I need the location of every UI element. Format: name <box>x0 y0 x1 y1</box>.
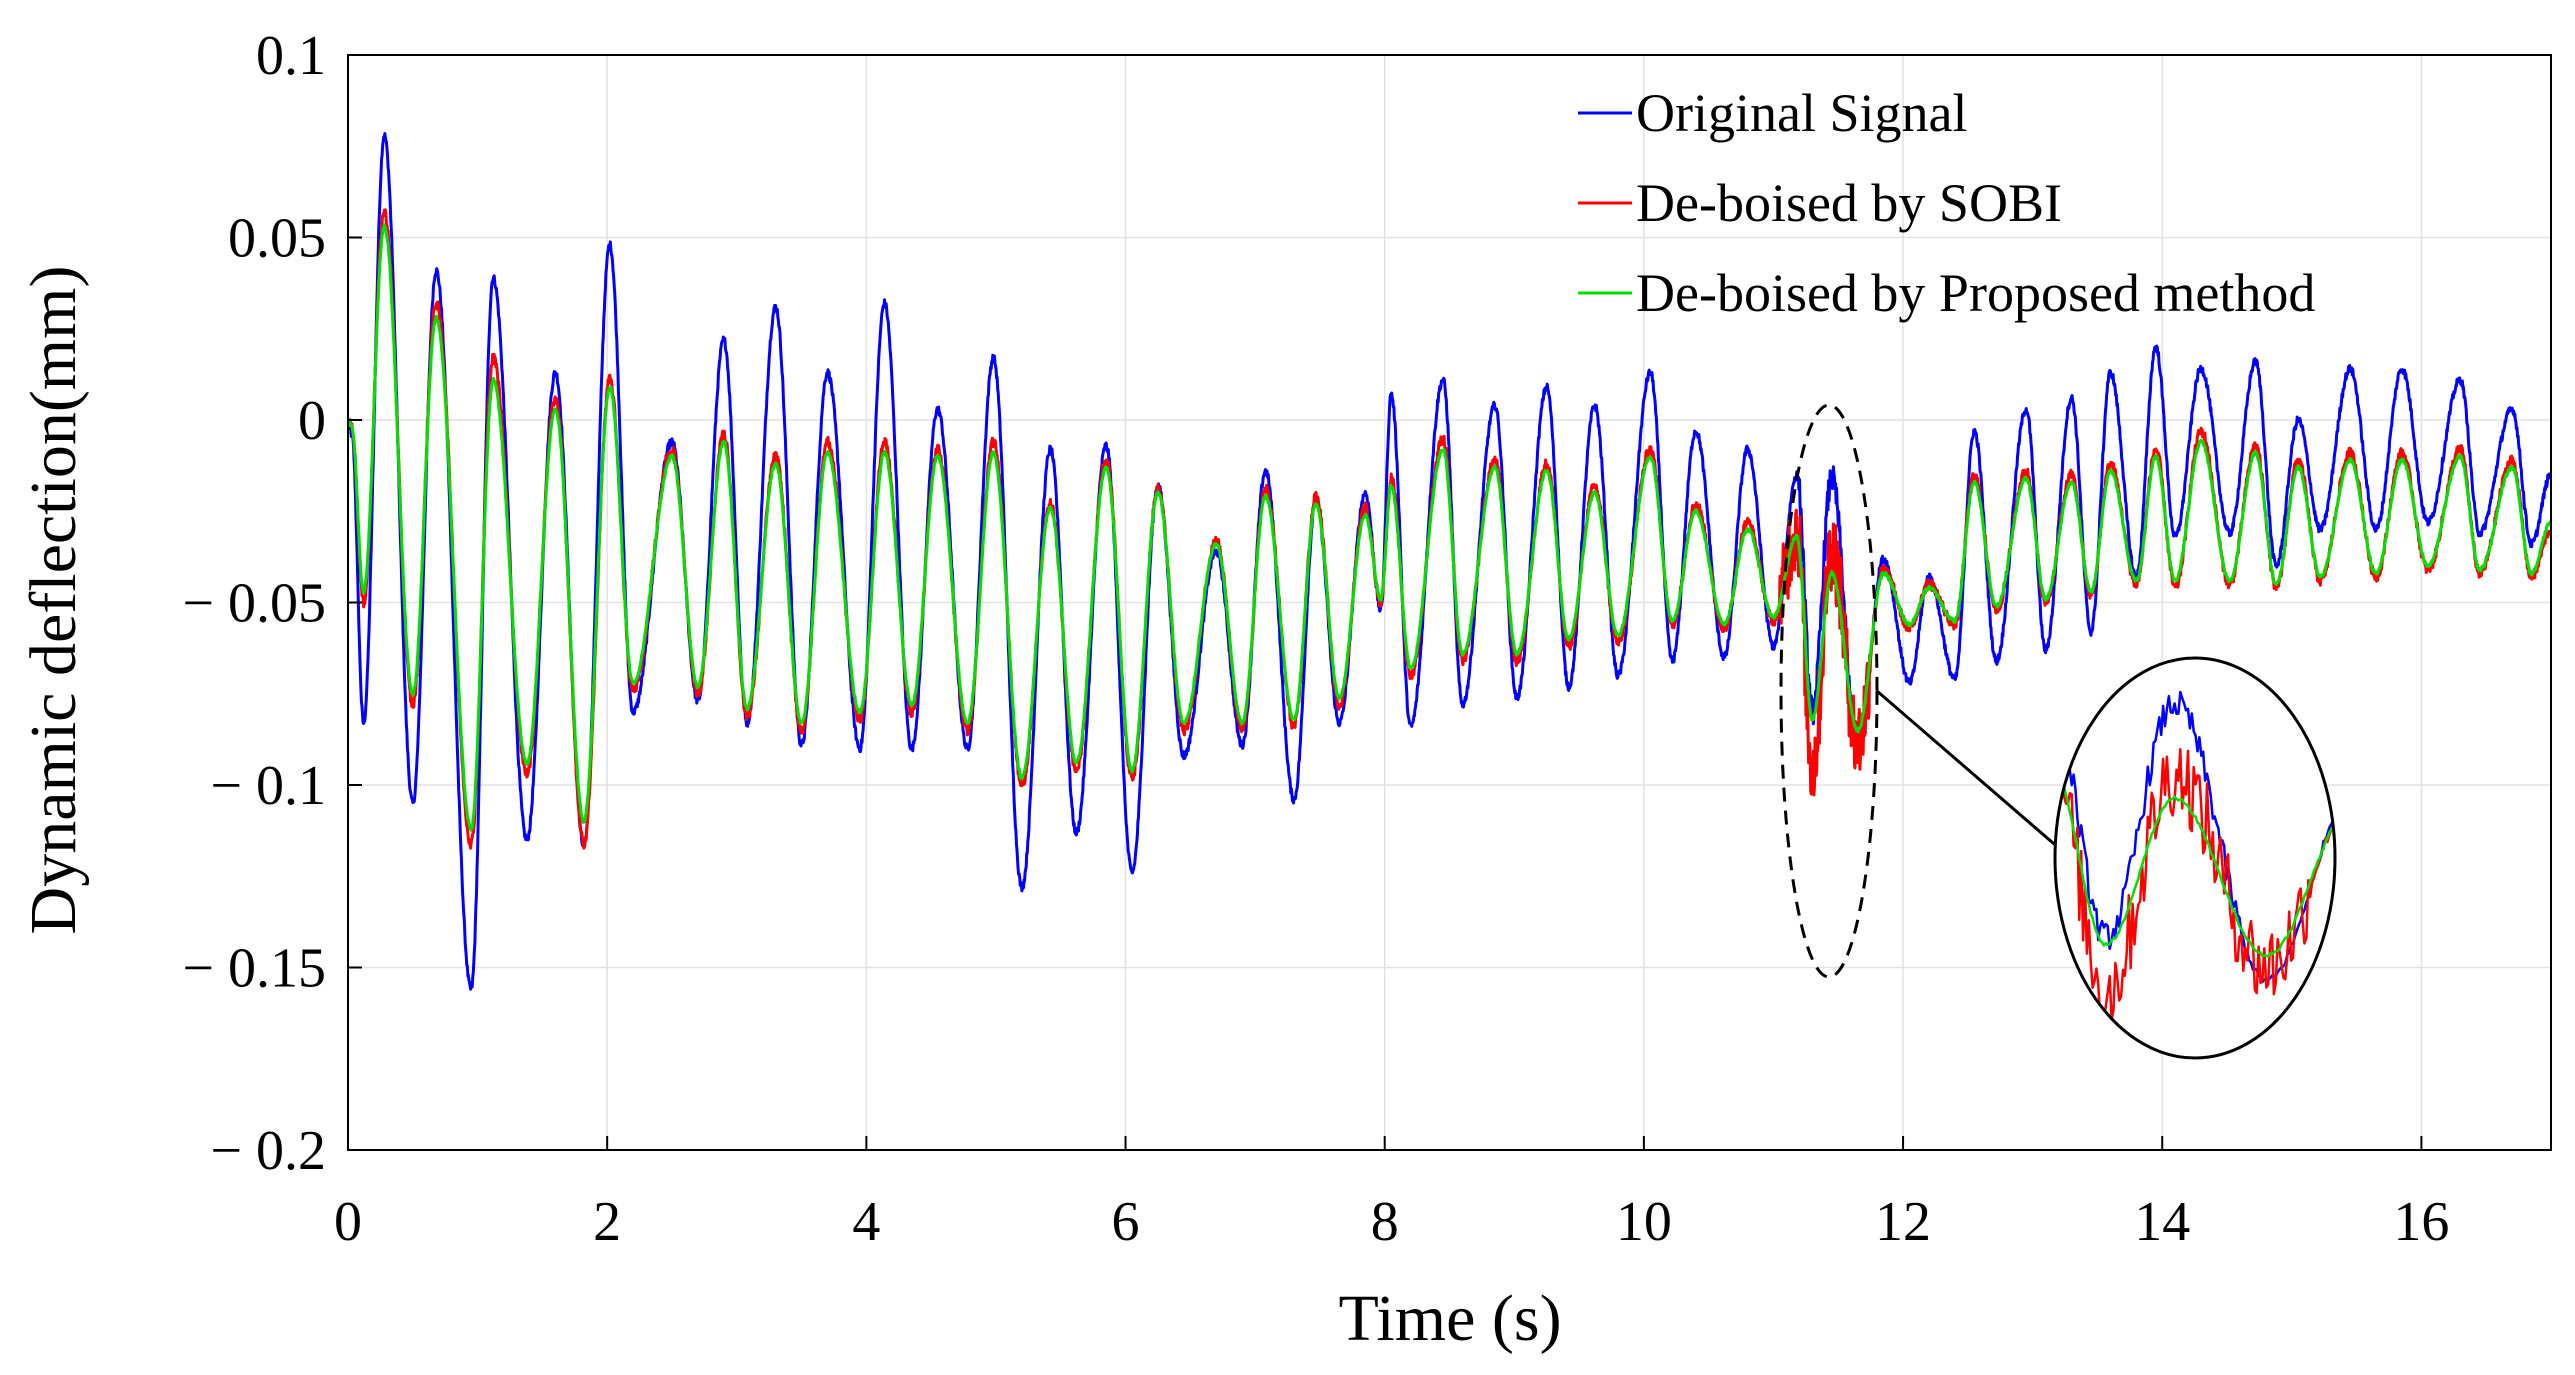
x-axis-title: Time (s) <box>1338 1282 1561 1355</box>
series-line-proposed <box>348 223 2551 832</box>
y-axis: 0.1 0.05 0 − 0.05 − 0.1 − 0.15 − 0.2 <box>182 25 362 1182</box>
y-tick-label: 0.05 <box>228 208 326 270</box>
y-tick-label: − 0.2 <box>210 1120 326 1182</box>
x-tick-label: 12 <box>1875 1191 1931 1253</box>
series-layer <box>348 132 2551 991</box>
series-line-original <box>348 132 2551 991</box>
inset-series <box>2055 690 2335 1022</box>
y-tick-label: − 0.1 <box>210 755 326 817</box>
legend-label-original: Original Signal <box>1636 83 1967 143</box>
y-tick-label: 0 <box>298 390 326 452</box>
x-axis: 0 2 4 6 8 10 12 14 16 <box>334 1136 2449 1253</box>
inset-line-sobi <box>2055 740 2335 1022</box>
y-tick-label: − 0.15 <box>182 938 326 1000</box>
y-axis-title: Dynamic deflection(mm) <box>17 266 90 935</box>
x-tick-label: 14 <box>2134 1191 2190 1253</box>
inset-line-proposed <box>2055 759 2335 959</box>
y-tick-label: 0.1 <box>256 25 326 87</box>
x-tick-label: 0 <box>334 1191 362 1253</box>
zoom-inset <box>2053 656 2337 1060</box>
x-tick-label: 4 <box>852 1191 880 1253</box>
x-tick-label: 8 <box>1371 1191 1399 1253</box>
highlight-region <box>1779 403 2077 979</box>
x-tick-label: 2 <box>593 1191 621 1253</box>
inset-background <box>2055 658 2335 1058</box>
x-tick-label: 16 <box>2393 1191 2449 1253</box>
legend-label-sobi: De-boised by SOBI <box>1636 173 2062 233</box>
y-tick-label: − 0.05 <box>182 573 326 635</box>
legend: Original Signal De-boised by SOBI De-boi… <box>1578 83 2315 323</box>
x-tick-label: 10 <box>1616 1191 1672 1253</box>
legend-label-proposed: De-boised by Proposed method <box>1636 263 2315 323</box>
inset-border <box>2053 656 2337 1060</box>
x-tick-label: 6 <box>1112 1191 1140 1253</box>
zoom-arrow <box>1876 689 2077 864</box>
